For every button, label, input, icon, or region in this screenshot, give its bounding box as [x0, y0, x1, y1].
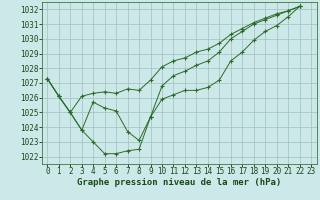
X-axis label: Graphe pression niveau de la mer (hPa): Graphe pression niveau de la mer (hPa): [77, 178, 281, 187]
